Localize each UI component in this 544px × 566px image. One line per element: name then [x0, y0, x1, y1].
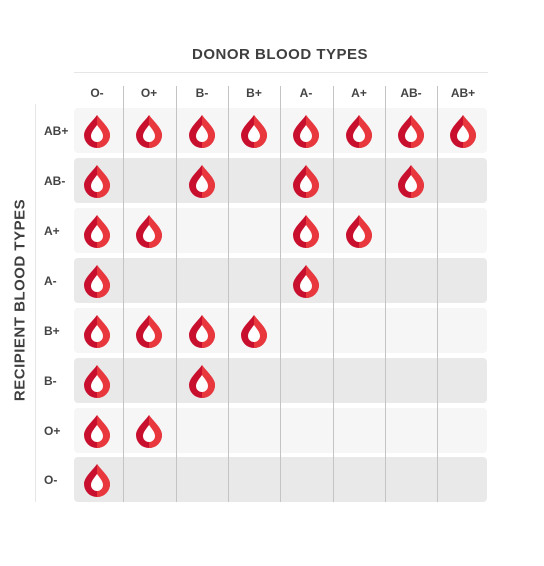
column-divider	[385, 86, 386, 502]
column-divider	[228, 86, 229, 502]
recipient-row-label: A+	[44, 223, 60, 238]
column-divider	[333, 86, 334, 502]
recipient-row-label: AB+	[44, 123, 69, 138]
blood-drop-icon	[398, 165, 424, 198]
blood-drop-icon	[189, 365, 215, 398]
column-divider	[123, 86, 124, 502]
left-divider	[35, 104, 36, 502]
blood-drop-icon	[450, 115, 476, 148]
blood-drop-icon	[189, 165, 215, 198]
recipient-row-label: O+	[44, 423, 61, 438]
title-divider	[74, 72, 488, 73]
blood-drop-icon	[136, 115, 162, 148]
blood-drop-icon	[84, 265, 110, 298]
blood-drop-icon	[84, 464, 110, 497]
recipient-row-label: B+	[44, 323, 60, 338]
blood-drop-icon	[136, 415, 162, 448]
blood-drop-icon	[84, 165, 110, 198]
blood-drop-icon	[398, 115, 424, 148]
donor-column-label: A+	[351, 86, 367, 100]
blood-drop-icon	[346, 115, 372, 148]
column-divider	[176, 86, 177, 502]
blood-drop-icon	[241, 315, 267, 348]
blood-drop-icon	[293, 265, 319, 298]
recipient-row-label: AB-	[44, 173, 66, 188]
donor-column-label: O-	[90, 86, 104, 100]
blood-drop-icon	[189, 115, 215, 148]
blood-drop-icon	[293, 215, 319, 248]
donor-column-label: AB+	[450, 86, 476, 100]
recipient-row-label: O-	[44, 472, 58, 487]
column-divider	[437, 86, 438, 502]
blood-drop-icon	[189, 315, 215, 348]
blood-drop-icon	[84, 365, 110, 398]
donor-axis-title: DONOR BLOOD TYPES	[191, 46, 368, 63]
donor-column-label: AB-	[400, 86, 422, 100]
recipient-row-label: B-	[44, 373, 57, 388]
blood-drop-icon	[136, 215, 162, 248]
blood-drop-icon	[346, 215, 372, 248]
blood-drop-icon	[241, 115, 267, 148]
blood-drop-icon	[84, 315, 110, 348]
blood-drop-icon	[136, 315, 162, 348]
recipient-axis-title: RECIPIENT BLOOD TYPES	[11, 198, 29, 402]
blood-drop-icon	[293, 165, 319, 198]
blood-drop-icon	[84, 115, 110, 148]
donor-column-label: A-	[299, 86, 313, 100]
column-divider	[280, 86, 281, 502]
blood-drop-icon	[84, 215, 110, 248]
blood-drop-icon	[84, 415, 110, 448]
blood-drop-icon	[293, 115, 319, 148]
donor-column-label: B-	[195, 86, 209, 100]
recipient-row-label: A-	[44, 273, 57, 288]
donor-column-label: O+	[140, 86, 158, 100]
donor-column-label: B+	[246, 86, 262, 100]
